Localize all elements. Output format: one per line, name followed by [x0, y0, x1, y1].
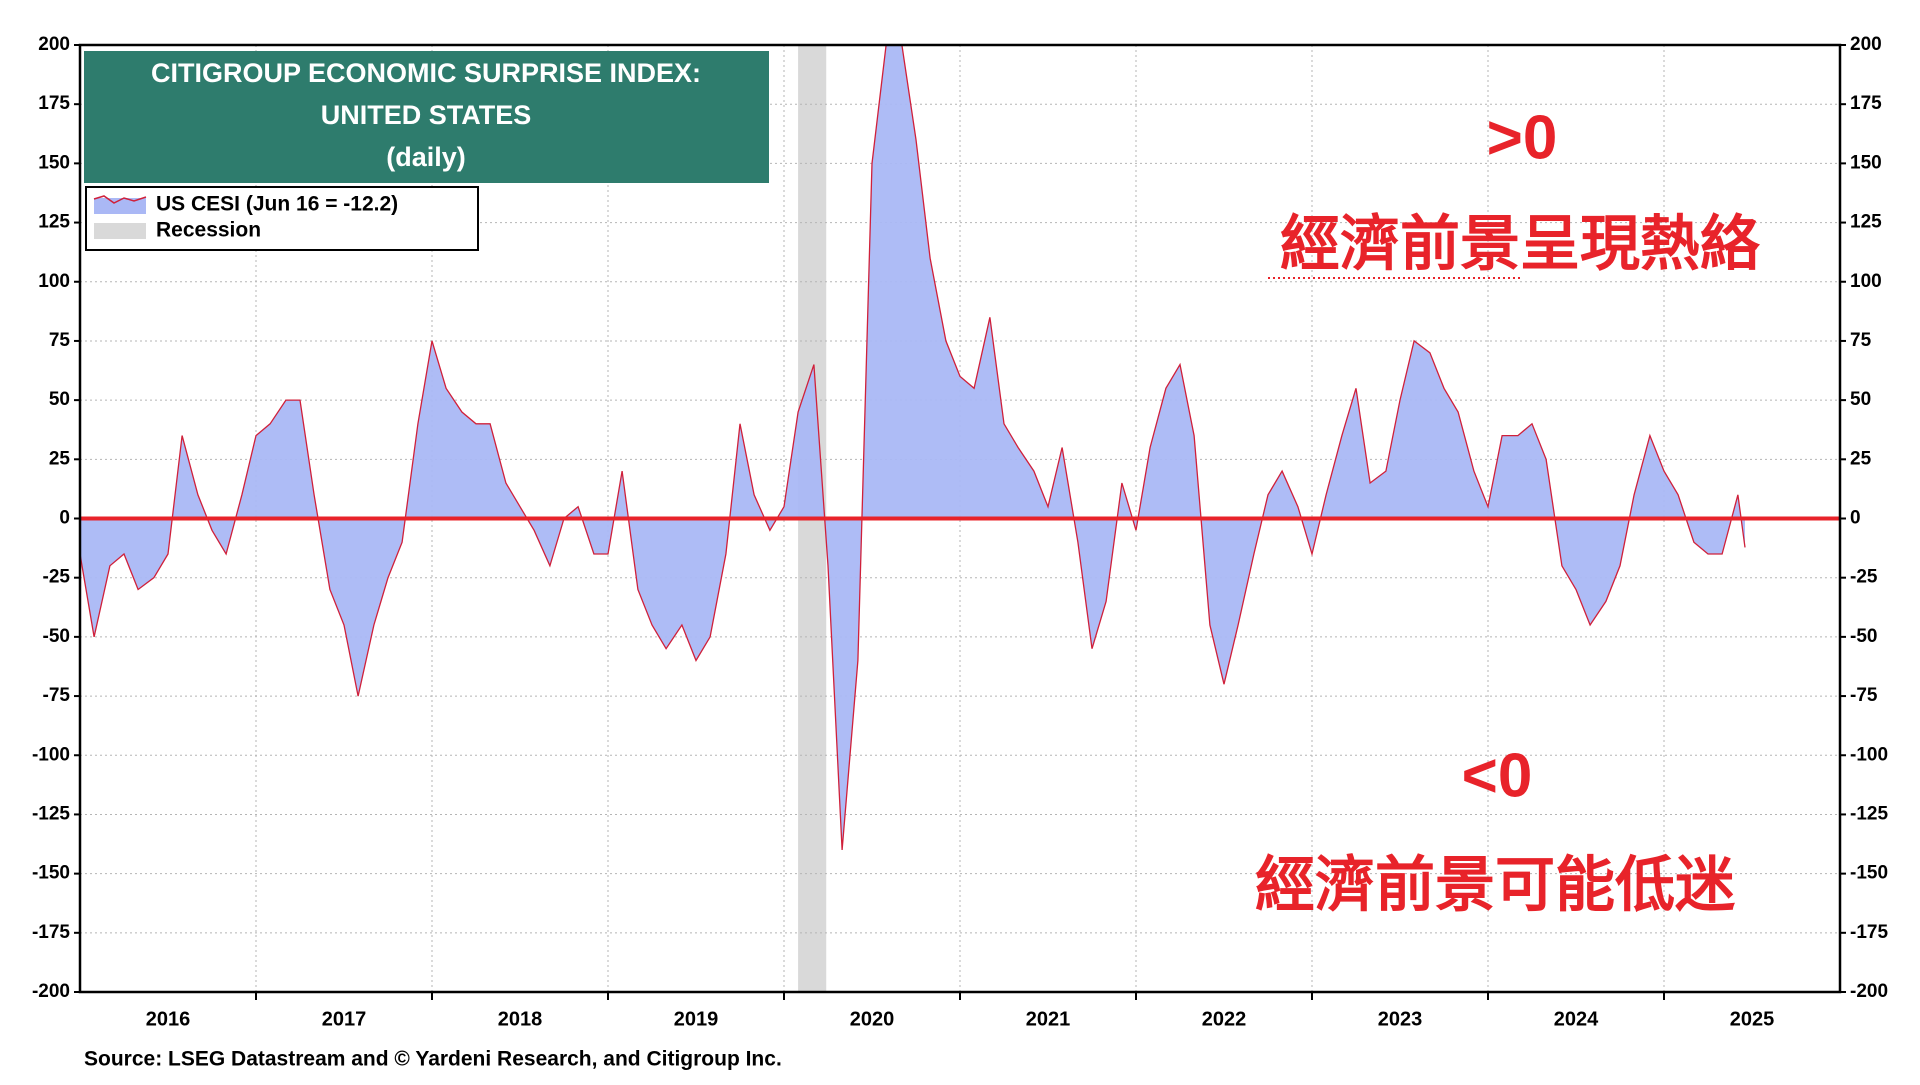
x-tick-label: 2020: [850, 1008, 895, 1030]
annotation: >0: [1487, 103, 1558, 172]
legend-label: Recession: [156, 219, 261, 242]
y2-tick-label: -100: [1850, 744, 1888, 765]
chart-title: (daily): [386, 142, 466, 172]
y2-tick-label: -150: [1850, 863, 1888, 884]
x-tick-label: 2016: [146, 1008, 191, 1030]
legend-label: US CESI (Jun 16 = -12.2): [156, 193, 398, 216]
chart-title: CITIGROUP ECONOMIC SURPRISE INDEX:: [151, 58, 701, 88]
y2-tick-label: 50: [1850, 389, 1871, 410]
y-tick-label: -125: [32, 803, 70, 824]
y-tick-label: 0: [59, 508, 70, 529]
y2-tick-label: 175: [1850, 93, 1882, 114]
y2-tick-label: -50: [1850, 626, 1877, 647]
y-tick-label: -100: [32, 744, 70, 765]
y2-tick-label: -25: [1850, 567, 1878, 588]
x-tick-label: 2024: [1554, 1008, 1599, 1030]
y2-tick-label: 150: [1850, 152, 1882, 173]
x-tick-label: 2017: [322, 1008, 367, 1030]
x-tick-label: 2022: [1202, 1008, 1247, 1030]
legend-swatch: [94, 198, 146, 214]
plot-frame: [78, 43, 1842, 994]
x-tick-label: 2025: [1730, 1008, 1775, 1030]
y2-tick-label: -175: [1850, 922, 1888, 943]
y2-tick-label: 125: [1850, 212, 1882, 233]
y-tick-label: 150: [38, 152, 70, 173]
y-tick-label: -200: [32, 981, 70, 1002]
y-tick-label: 125: [38, 212, 70, 233]
x-tick-label: 2021: [1026, 1008, 1071, 1030]
area-fill: [80, 45, 1745, 850]
title-box: [84, 51, 769, 183]
y-tick-label: 25: [49, 448, 71, 469]
y-tick-label: 100: [38, 271, 70, 292]
y-tick-label: -75: [43, 685, 71, 706]
y-tick-label: 75: [49, 330, 71, 351]
legend-box: [85, 186, 479, 251]
y2-tick-label: 100: [1850, 271, 1882, 292]
y2-tick-label: 0: [1850, 508, 1861, 529]
source-note: Source: LSEG Datastream and © Yardeni Re…: [84, 1048, 782, 1071]
y2-tick-label: 25: [1850, 448, 1872, 469]
y-tick-label: 50: [49, 389, 70, 410]
y2-tick-label: 200: [1850, 34, 1882, 55]
y-tick-label: -50: [43, 626, 70, 647]
x-tick-label: 2023: [1378, 1008, 1423, 1030]
x-tick-label: 2018: [498, 1008, 543, 1030]
y-tick-label: 175: [38, 93, 70, 114]
annotation: 經濟前景可能低迷: [1255, 851, 1736, 921]
legend-swatch-line: [93, 195, 147, 204]
y-tick-label: -150: [32, 863, 70, 884]
y-tick-label: -175: [32, 922, 70, 943]
annotation: <0: [1462, 741, 1533, 810]
y-tick-label: -25: [43, 567, 71, 588]
x-tick-label: 2019: [674, 1008, 719, 1030]
area-line: [79, 44, 1746, 851]
y2-tick-label: 75: [1850, 330, 1872, 351]
y2-tick-label: -125: [1850, 803, 1888, 824]
y2-tick-label: -75: [1850, 685, 1878, 706]
chart-title: UNITED STATES: [321, 100, 532, 130]
y2-tick-label: -200: [1850, 981, 1888, 1002]
y-tick-label: 200: [38, 34, 70, 55]
legend-swatch: [94, 223, 146, 239]
annotation: 經濟前景呈現熱絡: [1280, 210, 1761, 280]
